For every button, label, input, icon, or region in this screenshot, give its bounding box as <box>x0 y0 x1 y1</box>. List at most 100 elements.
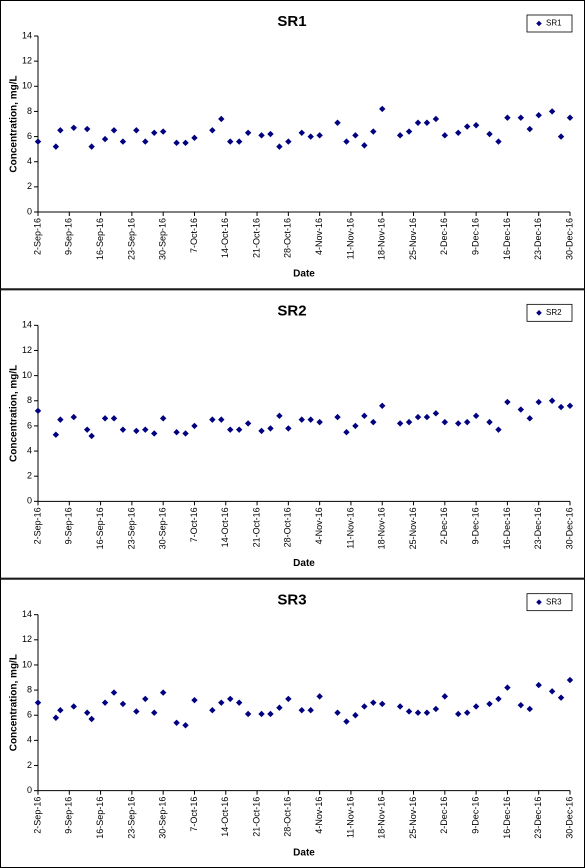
x-tick-label: 4-Nov-16 <box>314 507 324 544</box>
point <box>486 418 493 426</box>
point <box>432 115 440 123</box>
point <box>396 132 404 139</box>
point <box>298 416 305 423</box>
point <box>88 143 95 150</box>
point <box>504 114 511 121</box>
point <box>370 418 377 426</box>
x-tick-label: 21-Oct-16 <box>251 218 261 258</box>
point <box>209 416 216 423</box>
x-tick-label: 9-Sep-16 <box>64 797 74 834</box>
point <box>495 695 502 703</box>
point <box>486 700 493 708</box>
point <box>70 124 77 131</box>
point <box>258 427 265 435</box>
y-tick-label: 0 <box>27 785 32 795</box>
point <box>352 132 359 139</box>
point <box>101 135 109 143</box>
point <box>218 115 225 123</box>
point <box>182 430 189 437</box>
x-tick-label: 25-Nov-16 <box>408 218 418 260</box>
panel-border <box>0 0 585 290</box>
x-tick-label: 9-Sep-16 <box>64 507 74 544</box>
point <box>110 127 118 134</box>
x-tick-label: 7-Oct-16 <box>189 507 199 542</box>
y-tick-label: 4 <box>27 735 32 745</box>
point <box>517 114 525 121</box>
point <box>285 695 292 703</box>
point <box>463 418 471 426</box>
x-tick-label: 2-Sep-16 <box>32 797 42 834</box>
chart-title: SR1 <box>277 13 306 30</box>
point <box>535 112 542 119</box>
y-tick-label: 8 <box>27 106 32 116</box>
x-tick-label: 23-Sep-16 <box>126 797 136 839</box>
x-tick-label: 4-Nov-16 <box>314 797 324 834</box>
chart-panel: SR1 0 2 4 6 8 10 12 14 2-Sep-16 9-Sep-16 16-Sep-16 2… <box>0 0 585 290</box>
y-tick-label: 12 <box>22 56 32 66</box>
y-tick-label: 12 <box>22 345 32 355</box>
point <box>455 129 462 136</box>
point <box>463 123 471 130</box>
point <box>151 430 158 437</box>
x-tick-label: 16-Sep-16 <box>95 797 105 839</box>
point <box>52 431 60 438</box>
y-tick-label: 6 <box>27 131 32 141</box>
point <box>495 138 502 145</box>
point <box>119 426 127 433</box>
legend-label: SR1 <box>546 19 562 28</box>
x-tick-label: 14-Oct-16 <box>220 797 230 837</box>
point <box>244 129 252 136</box>
x-tick-label: 11-Nov-16 <box>345 507 355 548</box>
point <box>316 693 323 700</box>
point <box>316 418 323 426</box>
x-tick-label: 23-Dec-16 <box>533 507 543 549</box>
point <box>159 415 167 422</box>
point <box>159 128 167 135</box>
x-tick-label: 18-Nov-16 <box>377 507 387 549</box>
y-tick-label: 10 <box>22 659 32 669</box>
x-tick-label: 23-Dec-16 <box>533 797 543 839</box>
point <box>379 402 386 409</box>
point <box>119 700 127 708</box>
y-tick-label: 0 <box>27 496 32 506</box>
y-tick-label: 10 <box>22 370 32 380</box>
point <box>334 119 341 126</box>
point <box>566 676 574 684</box>
point <box>191 422 198 430</box>
point <box>244 420 252 427</box>
x-tick-label: 25-Nov-16 <box>408 507 418 549</box>
point <box>258 132 265 139</box>
point <box>486 130 493 138</box>
legend-label: SR3 <box>546 597 562 606</box>
point <box>182 139 189 147</box>
y-tick-label: 14 <box>22 609 32 619</box>
point <box>218 416 225 423</box>
point <box>566 402 574 409</box>
point <box>517 406 525 413</box>
point <box>133 427 140 435</box>
point <box>414 119 422 126</box>
x-tick-label: 7-Oct-16 <box>189 218 199 253</box>
point <box>142 138 149 145</box>
x-tick-label: 2-Dec-16 <box>439 507 449 544</box>
chart-panel: SR3 0 2 4 6 8 10 12 14 2-Sep-16 9-Sep-16 16-Sep-16 2… <box>0 578 585 868</box>
legend-box <box>526 593 573 612</box>
x-tick-label: 30-Sep-16 <box>158 218 168 260</box>
y-axis-title: Concentration, mg/L <box>9 75 20 172</box>
point <box>379 105 386 113</box>
x-tick-label: 11-Nov-16 <box>345 218 355 259</box>
point <box>57 127 64 134</box>
x-tick-label: 9-Dec-16 <box>470 797 480 834</box>
y-tick-label: 10 <box>22 81 32 91</box>
point <box>173 139 180 147</box>
point <box>352 422 359 430</box>
x-tick-label: 4-Nov-16 <box>314 218 324 255</box>
point <box>83 426 91 433</box>
y-tick-label: 0 <box>27 206 32 216</box>
point <box>101 415 109 422</box>
point <box>455 420 462 427</box>
point <box>472 122 480 129</box>
point <box>396 420 404 427</box>
point <box>34 699 42 706</box>
point <box>151 129 158 136</box>
